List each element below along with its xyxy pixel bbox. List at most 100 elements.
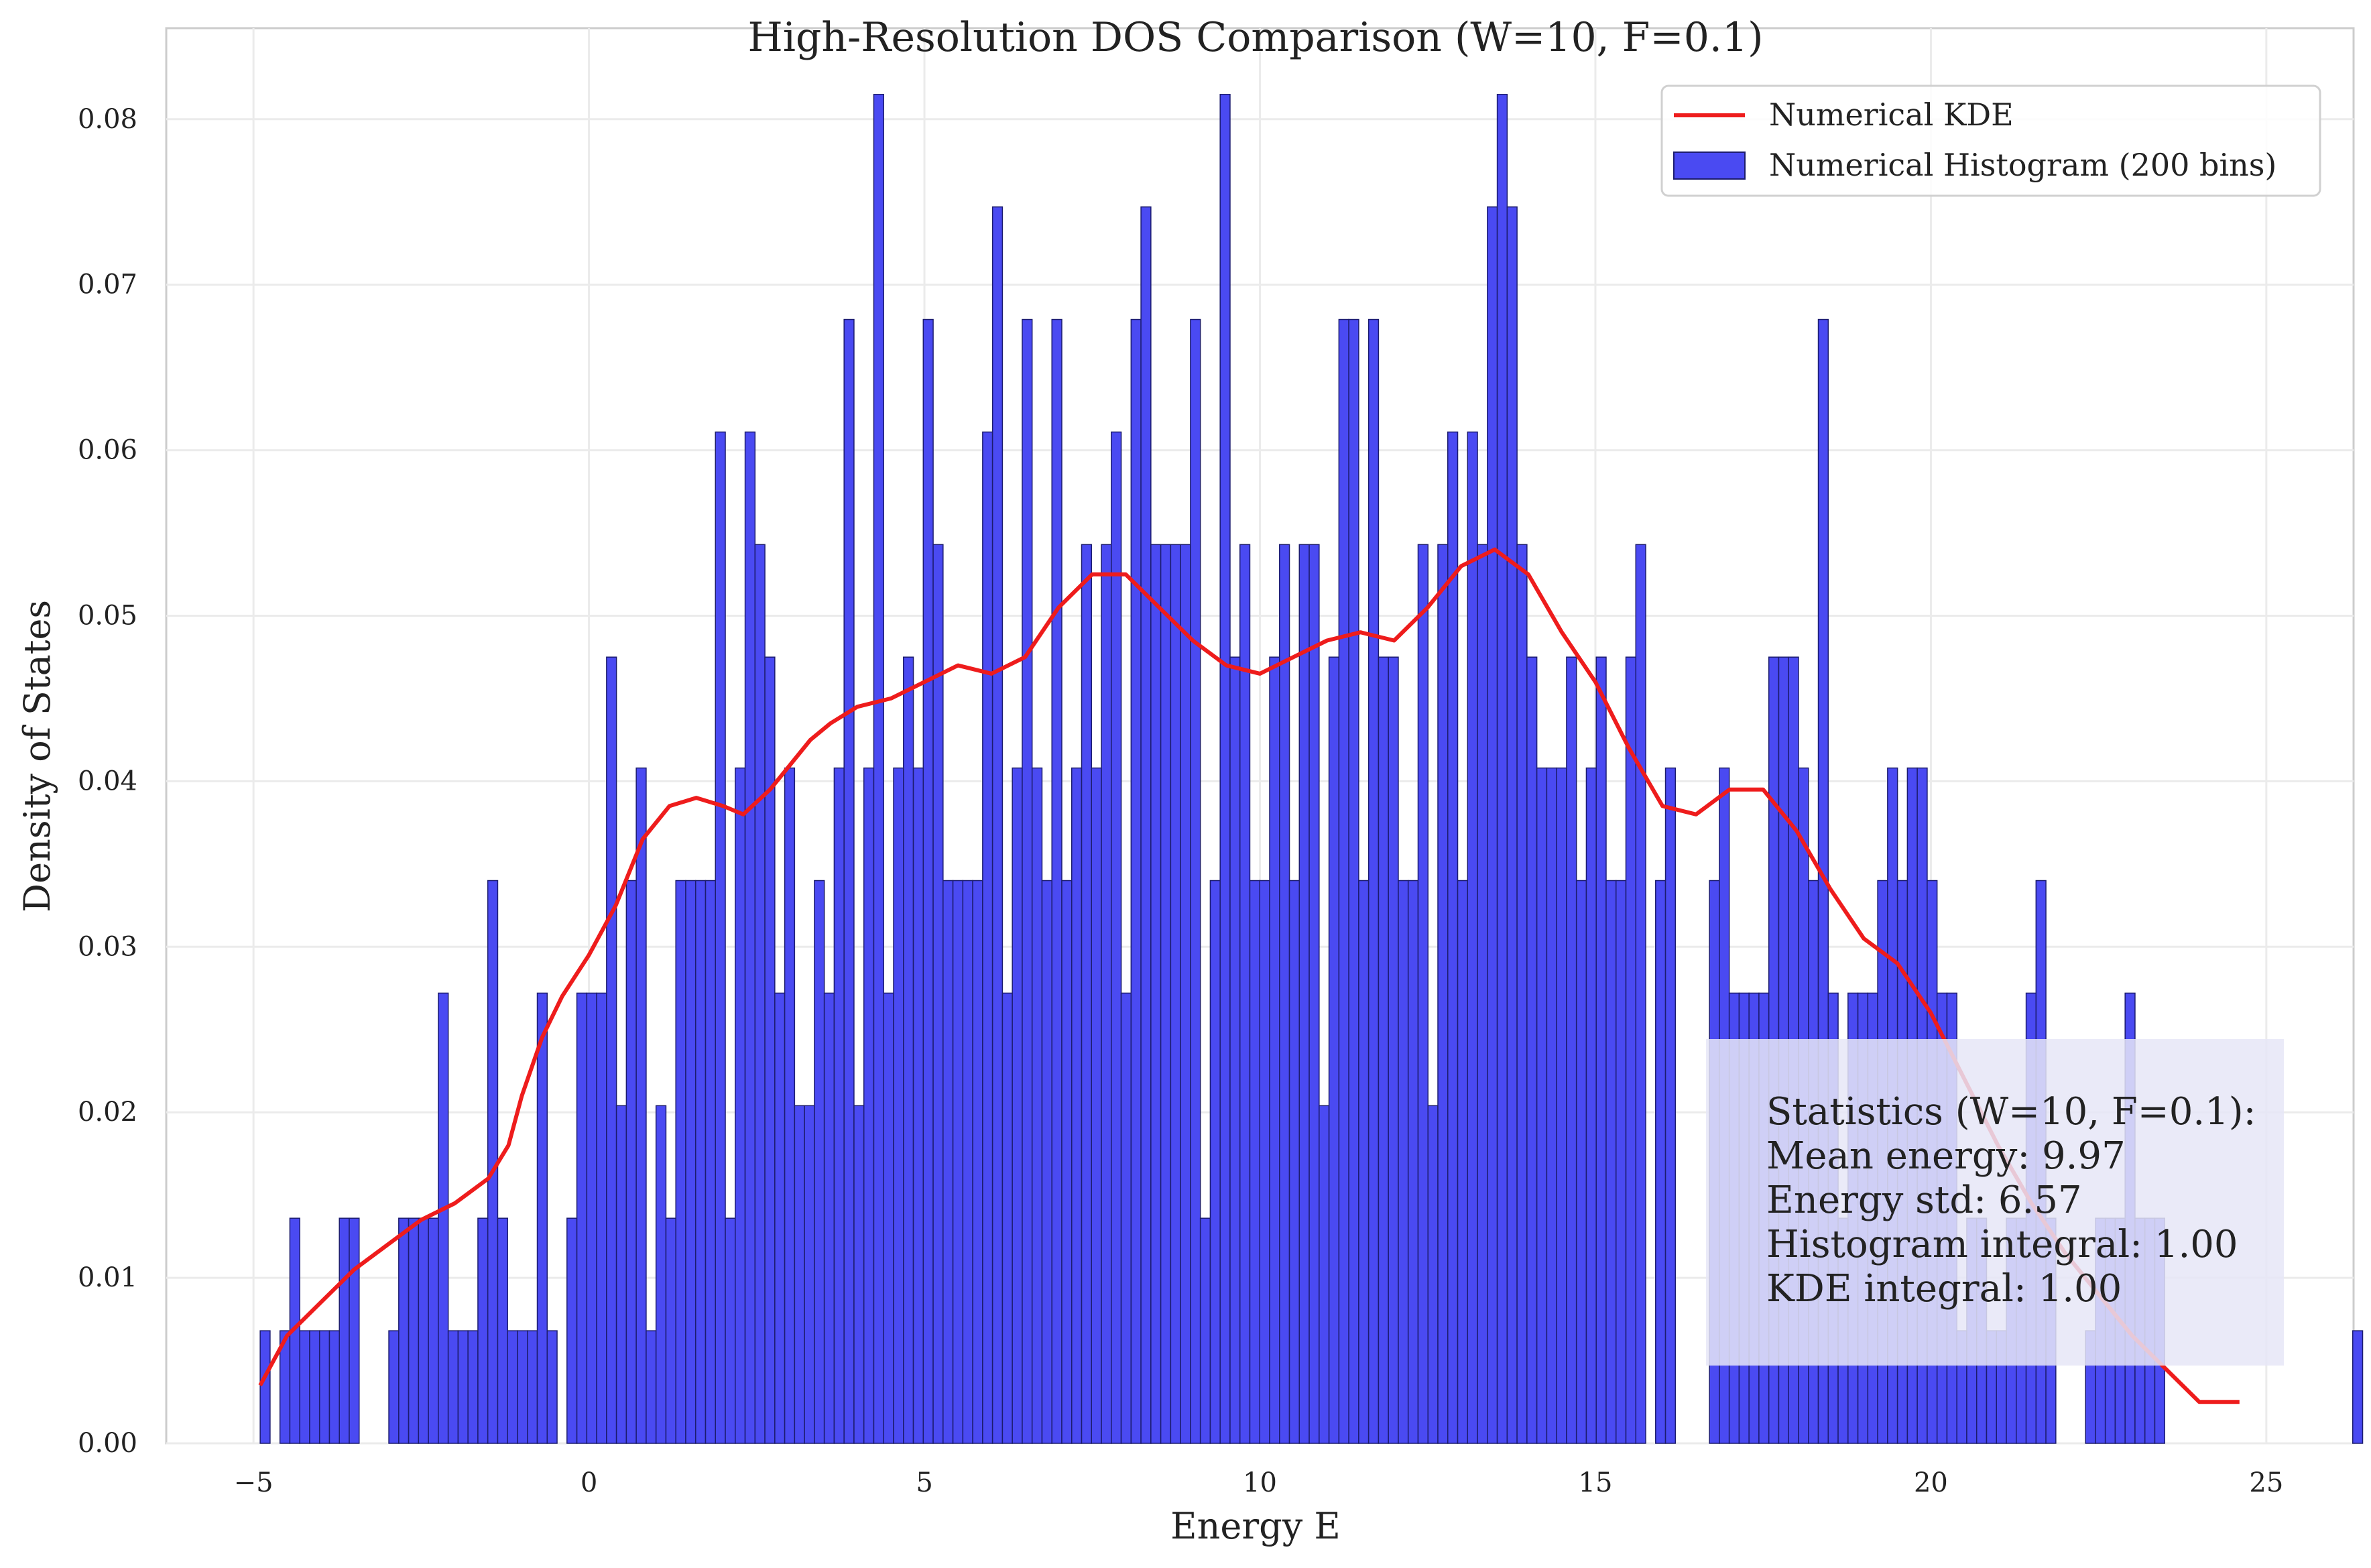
histogram-bar (1288, 880, 1300, 1444)
histogram-bar (1467, 431, 1478, 1444)
histogram-bar (685, 880, 696, 1444)
histogram-bar (764, 656, 776, 1444)
histogram-bar (596, 992, 607, 1444)
y-tick-label: 0.01 (78, 1262, 137, 1293)
histogram-bar (943, 880, 954, 1444)
histogram-bar (1437, 544, 1449, 1444)
histogram-bar (467, 1330, 479, 1444)
histogram-bar (982, 431, 993, 1444)
histogram-bar (1001, 992, 1013, 1444)
histogram-bar (606, 656, 617, 1444)
histogram-bar (1111, 431, 1122, 1444)
histogram-bar (1279, 544, 1290, 1444)
histogram-bar (1367, 318, 1380, 1444)
histogram-bar (576, 992, 588, 1444)
histogram-bar (991, 206, 1004, 1444)
histogram-bar (1417, 544, 1428, 1444)
histogram-bar (398, 1217, 410, 1444)
legend-kde-label: Numerical KDE (1769, 97, 2014, 133)
histogram-bar (1615, 880, 1627, 1444)
histogram-bar (735, 767, 746, 1444)
histogram-bar (477, 1217, 489, 1444)
histogram-bar (694, 880, 707, 1444)
histogram-bar (833, 767, 845, 1444)
histogram-bar (1506, 206, 1518, 1444)
histogram-bar (1239, 544, 1251, 1444)
histogram-bar (804, 1105, 815, 1444)
histogram-bars (259, 94, 2364, 1444)
histogram-bar (309, 1330, 320, 1444)
y-tick-label: 0.04 (78, 766, 137, 796)
histogram-bar (507, 1330, 518, 1444)
histogram-bar (1071, 767, 1083, 1444)
histogram-bar (1130, 318, 1142, 1444)
histogram-bar (1269, 656, 1280, 1444)
histogram-bar (952, 880, 964, 1444)
histogram-bar (1298, 544, 1310, 1444)
histogram-bar (972, 880, 983, 1444)
x-tick-label: 25 (2249, 1467, 2283, 1498)
y-tick-label: 0.00 (78, 1428, 137, 1459)
histogram-bar (1219, 94, 1231, 1444)
histogram-bar (715, 431, 726, 1444)
histogram-bar (1556, 767, 1567, 1444)
histogram-bar (1140, 206, 1152, 1444)
x-tick-label: 0 (581, 1467, 597, 1498)
histogram-bar (259, 1330, 271, 1444)
histogram-bar (853, 1105, 865, 1444)
histogram-bar (517, 1330, 528, 1444)
histogram-bar (1249, 880, 1260, 1444)
histogram-bar (1516, 544, 1528, 1444)
histogram-bar (546, 1330, 558, 1444)
kde-line (258, 547, 2240, 1404)
histogram-bar (1120, 992, 1132, 1444)
histogram-bar (526, 1330, 538, 1444)
histogram-bar (754, 544, 766, 1444)
histogram-bar (932, 544, 944, 1444)
histogram-bar (1180, 544, 1191, 1444)
histogram-bar (1635, 544, 1646, 1444)
histogram-bar (1150, 544, 1162, 1444)
histogram-bar (725, 1217, 736, 1444)
stats-line-3: Energy std: 6.57 (1766, 1179, 2082, 1222)
histogram-bar (1605, 880, 1617, 1444)
histogram-bar (1407, 880, 1419, 1444)
x-axis-ticks: −5 0 5 10 15 20 25 (234, 1467, 2284, 1498)
histogram-bar (665, 1217, 676, 1444)
histogram-bar (922, 318, 934, 1444)
histogram-bar (1338, 318, 1349, 1444)
histogram-bar (635, 767, 647, 1444)
histogram-bar (1022, 318, 1033, 1444)
histogram-bar (1190, 318, 1201, 1444)
histogram-bar (794, 1105, 805, 1444)
x-axis-label: Energy E (1170, 1505, 1341, 1547)
histogram-bar (1625, 656, 1637, 1444)
histogram-bar (318, 1330, 330, 1444)
histogram-bar (1348, 318, 1359, 1444)
histogram-bar (1091, 767, 1102, 1444)
legend: Numerical KDE Numerical Histogram (200 b… (1660, 84, 2321, 197)
stats-box: Statistics (W=10, F=0.1): Mean energy: 9… (1706, 1039, 2284, 1366)
y-axis-label: Density of States (16, 600, 58, 912)
x-tick-label: 20 (1914, 1467, 1948, 1498)
histogram-bar (566, 1217, 578, 1444)
histogram-bar (1259, 880, 1270, 1444)
histogram-bar (1229, 656, 1241, 1444)
histogram-bar (1575, 880, 1587, 1444)
histogram-bar (1664, 767, 1677, 1444)
histogram-bar (1051, 318, 1062, 1444)
histogram-bar (1546, 767, 1557, 1444)
histogram-bar (299, 1330, 310, 1444)
histogram-bar (646, 1330, 657, 1444)
histogram-bar (962, 880, 973, 1444)
legend-histogram-label: Numerical Histogram (200 bins) (1769, 147, 2276, 183)
histogram-bar (438, 992, 449, 1444)
y-tick-label: 0.08 (78, 104, 137, 135)
legend-box (1660, 84, 2321, 197)
x-tick-label: 15 (1579, 1467, 1613, 1498)
histogram-bar (1566, 656, 1577, 1444)
x-tick-label: 10 (1243, 1467, 1277, 1498)
histogram-bar (447, 1330, 459, 1444)
histogram-bar (1041, 880, 1052, 1444)
histogram-bar (388, 1330, 400, 1444)
